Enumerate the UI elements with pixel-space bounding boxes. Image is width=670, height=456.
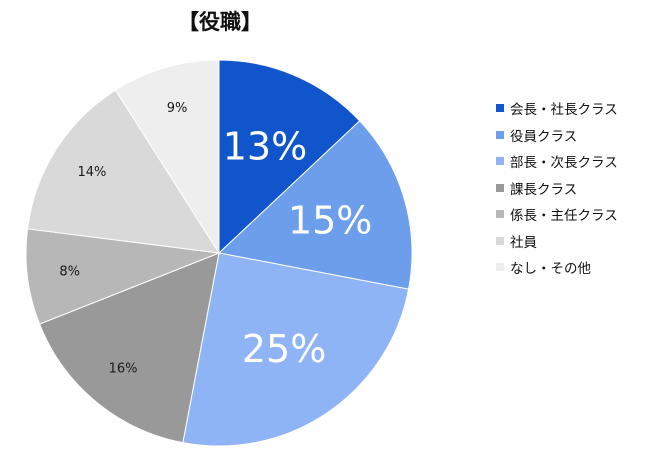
legend-swatch	[496, 236, 504, 245]
legend-item-5: 係長・主任クラス	[496, 201, 618, 228]
data-label-5: 8%	[59, 264, 80, 279]
legend-item-7: なし・その他	[496, 254, 618, 281]
legend-swatch	[496, 104, 504, 113]
legend-label: 社員	[510, 234, 537, 251]
legend-label: 係長・主任クラス	[510, 208, 618, 225]
legend-item-3: 部長・次長クラス	[496, 148, 618, 175]
data-label-7: 9%	[167, 101, 188, 116]
legend-swatch	[496, 210, 504, 219]
pie-slice-1	[218, 59, 361, 255]
chart-legend: 会長・社長クラス 役員クラス部長・次長クラス 課長クラス係長・主任クラス 社員なし・そ…	[496, 95, 618, 281]
legend-label: なし・その他	[510, 261, 591, 278]
legend-label: 役員クラス	[510, 128, 578, 145]
data-label-3: 25%	[242, 327, 326, 371]
legend-swatch	[496, 157, 504, 166]
legend-label: 課長クラス	[510, 181, 578, 198]
legend-label: 会長・社長クラス	[510, 102, 618, 119]
legend-swatch	[496, 130, 504, 139]
pie-slice-5	[25, 228, 220, 325]
data-label-4: 16%	[109, 361, 138, 376]
pie-slice-3	[182, 252, 410, 447]
legend-item-2: 役員クラス	[496, 122, 618, 149]
chart-title: 【役職】	[178, 10, 262, 34]
legend-swatch	[496, 263, 504, 272]
data-label-6: 14%	[77, 165, 106, 180]
legend-swatch	[496, 183, 504, 192]
pie-slice-2	[217, 120, 413, 290]
legend-item-1: 会長・社長クラス	[496, 95, 618, 122]
legend-item-4: 課長クラス	[496, 175, 618, 202]
pie-slice-7	[114, 59, 220, 255]
legend-label: 部長・次長クラス	[510, 155, 618, 172]
data-label-1: 13%	[223, 125, 307, 169]
data-label-2: 15%	[288, 199, 372, 243]
pie-slice-4	[38, 252, 220, 444]
legend-item-6: 社員	[496, 228, 618, 255]
pie-slice-6	[26, 89, 220, 254]
